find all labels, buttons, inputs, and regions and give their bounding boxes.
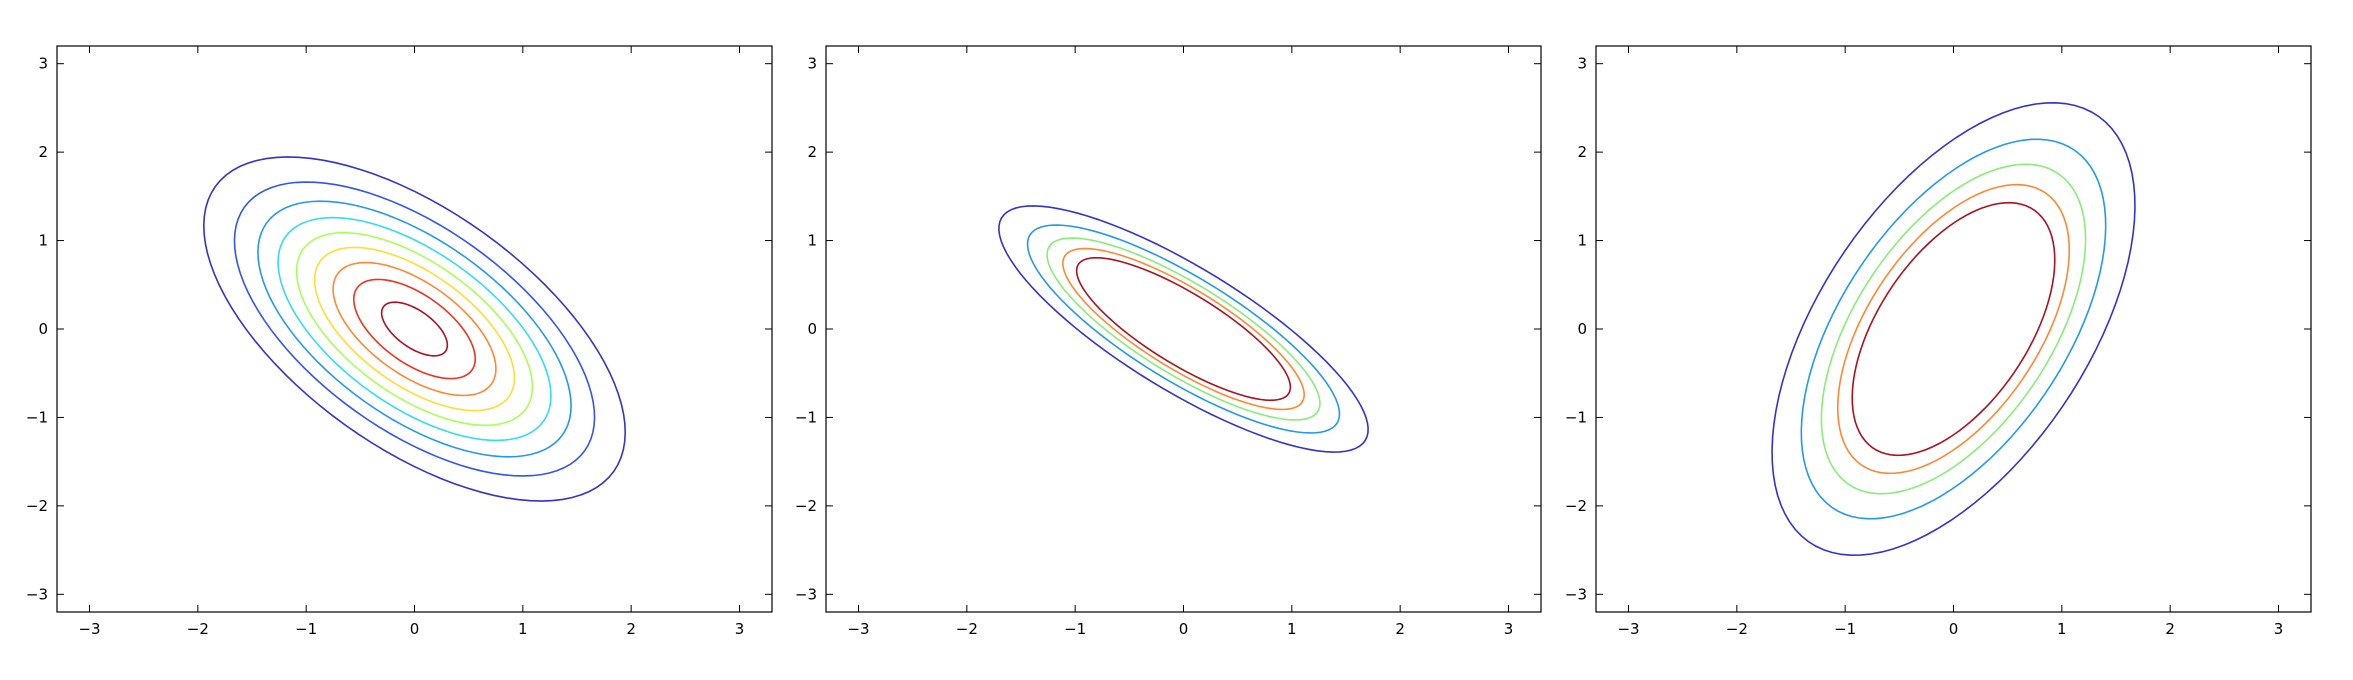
contour-level-3 <box>1046 237 1321 421</box>
contour-level-9 <box>380 301 449 357</box>
x-tick-label: 3 <box>1504 620 1514 638</box>
y-tick-label: −2 <box>1565 497 1587 515</box>
x-tick-label: −2 <box>956 620 978 638</box>
x-tick-label: −1 <box>1834 620 1856 638</box>
x-tick-label: −2 <box>187 620 209 638</box>
y-tick-label: 3 <box>1577 55 1587 73</box>
axes-box <box>825 45 1542 613</box>
axes-box <box>1595 45 2312 613</box>
x-tick-label: 0 <box>1949 620 1959 638</box>
x-tick-label: 0 <box>1179 620 1189 638</box>
y-axis-ticks: −3 −2 −1 0 1 2 3 <box>795 55 1541 603</box>
contour-level-3 <box>1820 163 2087 495</box>
y-tick-label: 3 <box>38 55 48 73</box>
contour-level-4 <box>277 216 552 442</box>
y-tick-label: 0 <box>38 320 48 338</box>
contour-level-2 <box>1800 138 2107 520</box>
contour-panel-2: −3 −2 −1 0 1 2 3 −3 −2 −1 0 1 2 3 <box>795 45 1542 638</box>
contour-level-5 <box>295 231 534 427</box>
y-tick-label: 2 <box>1577 143 1587 161</box>
contour-level-7 <box>332 261 497 397</box>
contour-level-1 <box>1771 101 2136 557</box>
y-axis-ticks: −3 −2 −1 0 1 2 3 <box>26 55 772 603</box>
contour-lines <box>998 205 1369 453</box>
x-tick-label: −1 <box>295 620 317 638</box>
x-tick-label: −3 <box>847 620 869 638</box>
contour-level-2 <box>233 181 596 477</box>
x-tick-label: −3 <box>1617 620 1639 638</box>
x-tick-label: 3 <box>735 620 745 638</box>
x-axis-ticks: −3 −2 −1 0 1 2 3 <box>78 46 744 638</box>
y-tick-label: −3 <box>795 585 817 603</box>
x-tick-label: 2 <box>2165 620 2175 638</box>
contour-level-4 <box>1836 183 2071 475</box>
contour-level-3 <box>257 200 572 458</box>
contour-level-1 <box>998 205 1369 453</box>
contour-lines <box>202 156 627 502</box>
y-tick-label: 2 <box>807 143 817 161</box>
x-tick-label: 1 <box>1287 620 1297 638</box>
y-tick-label: −1 <box>1565 408 1587 426</box>
y-tick-label: 1 <box>1577 232 1587 250</box>
y-tick-label: 3 <box>807 55 817 73</box>
y-tick-label: −1 <box>795 408 817 426</box>
y-tick-label: −2 <box>26 497 48 515</box>
contour-panel-1: −3 −2 −1 0 1 2 3 −3 −2 −1 0 1 2 3 <box>26 45 773 638</box>
x-axis-ticks: −3 −2 −1 0 1 2 3 <box>847 46 1513 638</box>
x-axis-ticks: −3 −2 −1 0 1 2 3 <box>1617 46 2283 638</box>
contour-level-5 <box>1075 256 1292 402</box>
contour-level-8 <box>352 278 477 380</box>
x-tick-label: 1 <box>518 620 528 638</box>
x-tick-label: 3 <box>2274 620 2284 638</box>
axes-box <box>56 45 773 613</box>
y-tick-label: 1 <box>807 232 817 250</box>
contour-lines <box>1771 101 2136 557</box>
contour-level-5 <box>1851 201 2056 457</box>
y-tick-label: 0 <box>1577 320 1587 338</box>
y-tick-label: −2 <box>795 497 817 515</box>
x-tick-label: 1 <box>2057 620 2067 638</box>
contour-level-2 <box>1026 224 1341 434</box>
y-tick-label: −3 <box>26 585 48 603</box>
contour-panel-3: −3 −2 −1 0 1 2 3 −3 −2 −1 0 1 2 3 <box>1565 45 2312 638</box>
contour-level-1 <box>202 156 627 502</box>
contour-level-6 <box>313 246 516 412</box>
x-tick-label: −1 <box>1064 620 1086 638</box>
y-axis-ticks: −3 −2 −1 0 1 2 3 <box>1565 55 2311 603</box>
x-tick-label: 2 <box>1395 620 1405 638</box>
x-tick-label: 2 <box>626 620 636 638</box>
y-tick-label: 1 <box>38 232 48 250</box>
x-tick-label: −3 <box>78 620 100 638</box>
y-tick-label: 2 <box>38 143 48 161</box>
x-tick-label: 0 <box>410 620 420 638</box>
y-tick-label: −1 <box>26 408 48 426</box>
x-tick-label: −2 <box>1726 620 1748 638</box>
y-tick-label: −3 <box>1565 585 1587 603</box>
contour-level-4 <box>1062 247 1305 411</box>
y-tick-label: 0 <box>807 320 817 338</box>
